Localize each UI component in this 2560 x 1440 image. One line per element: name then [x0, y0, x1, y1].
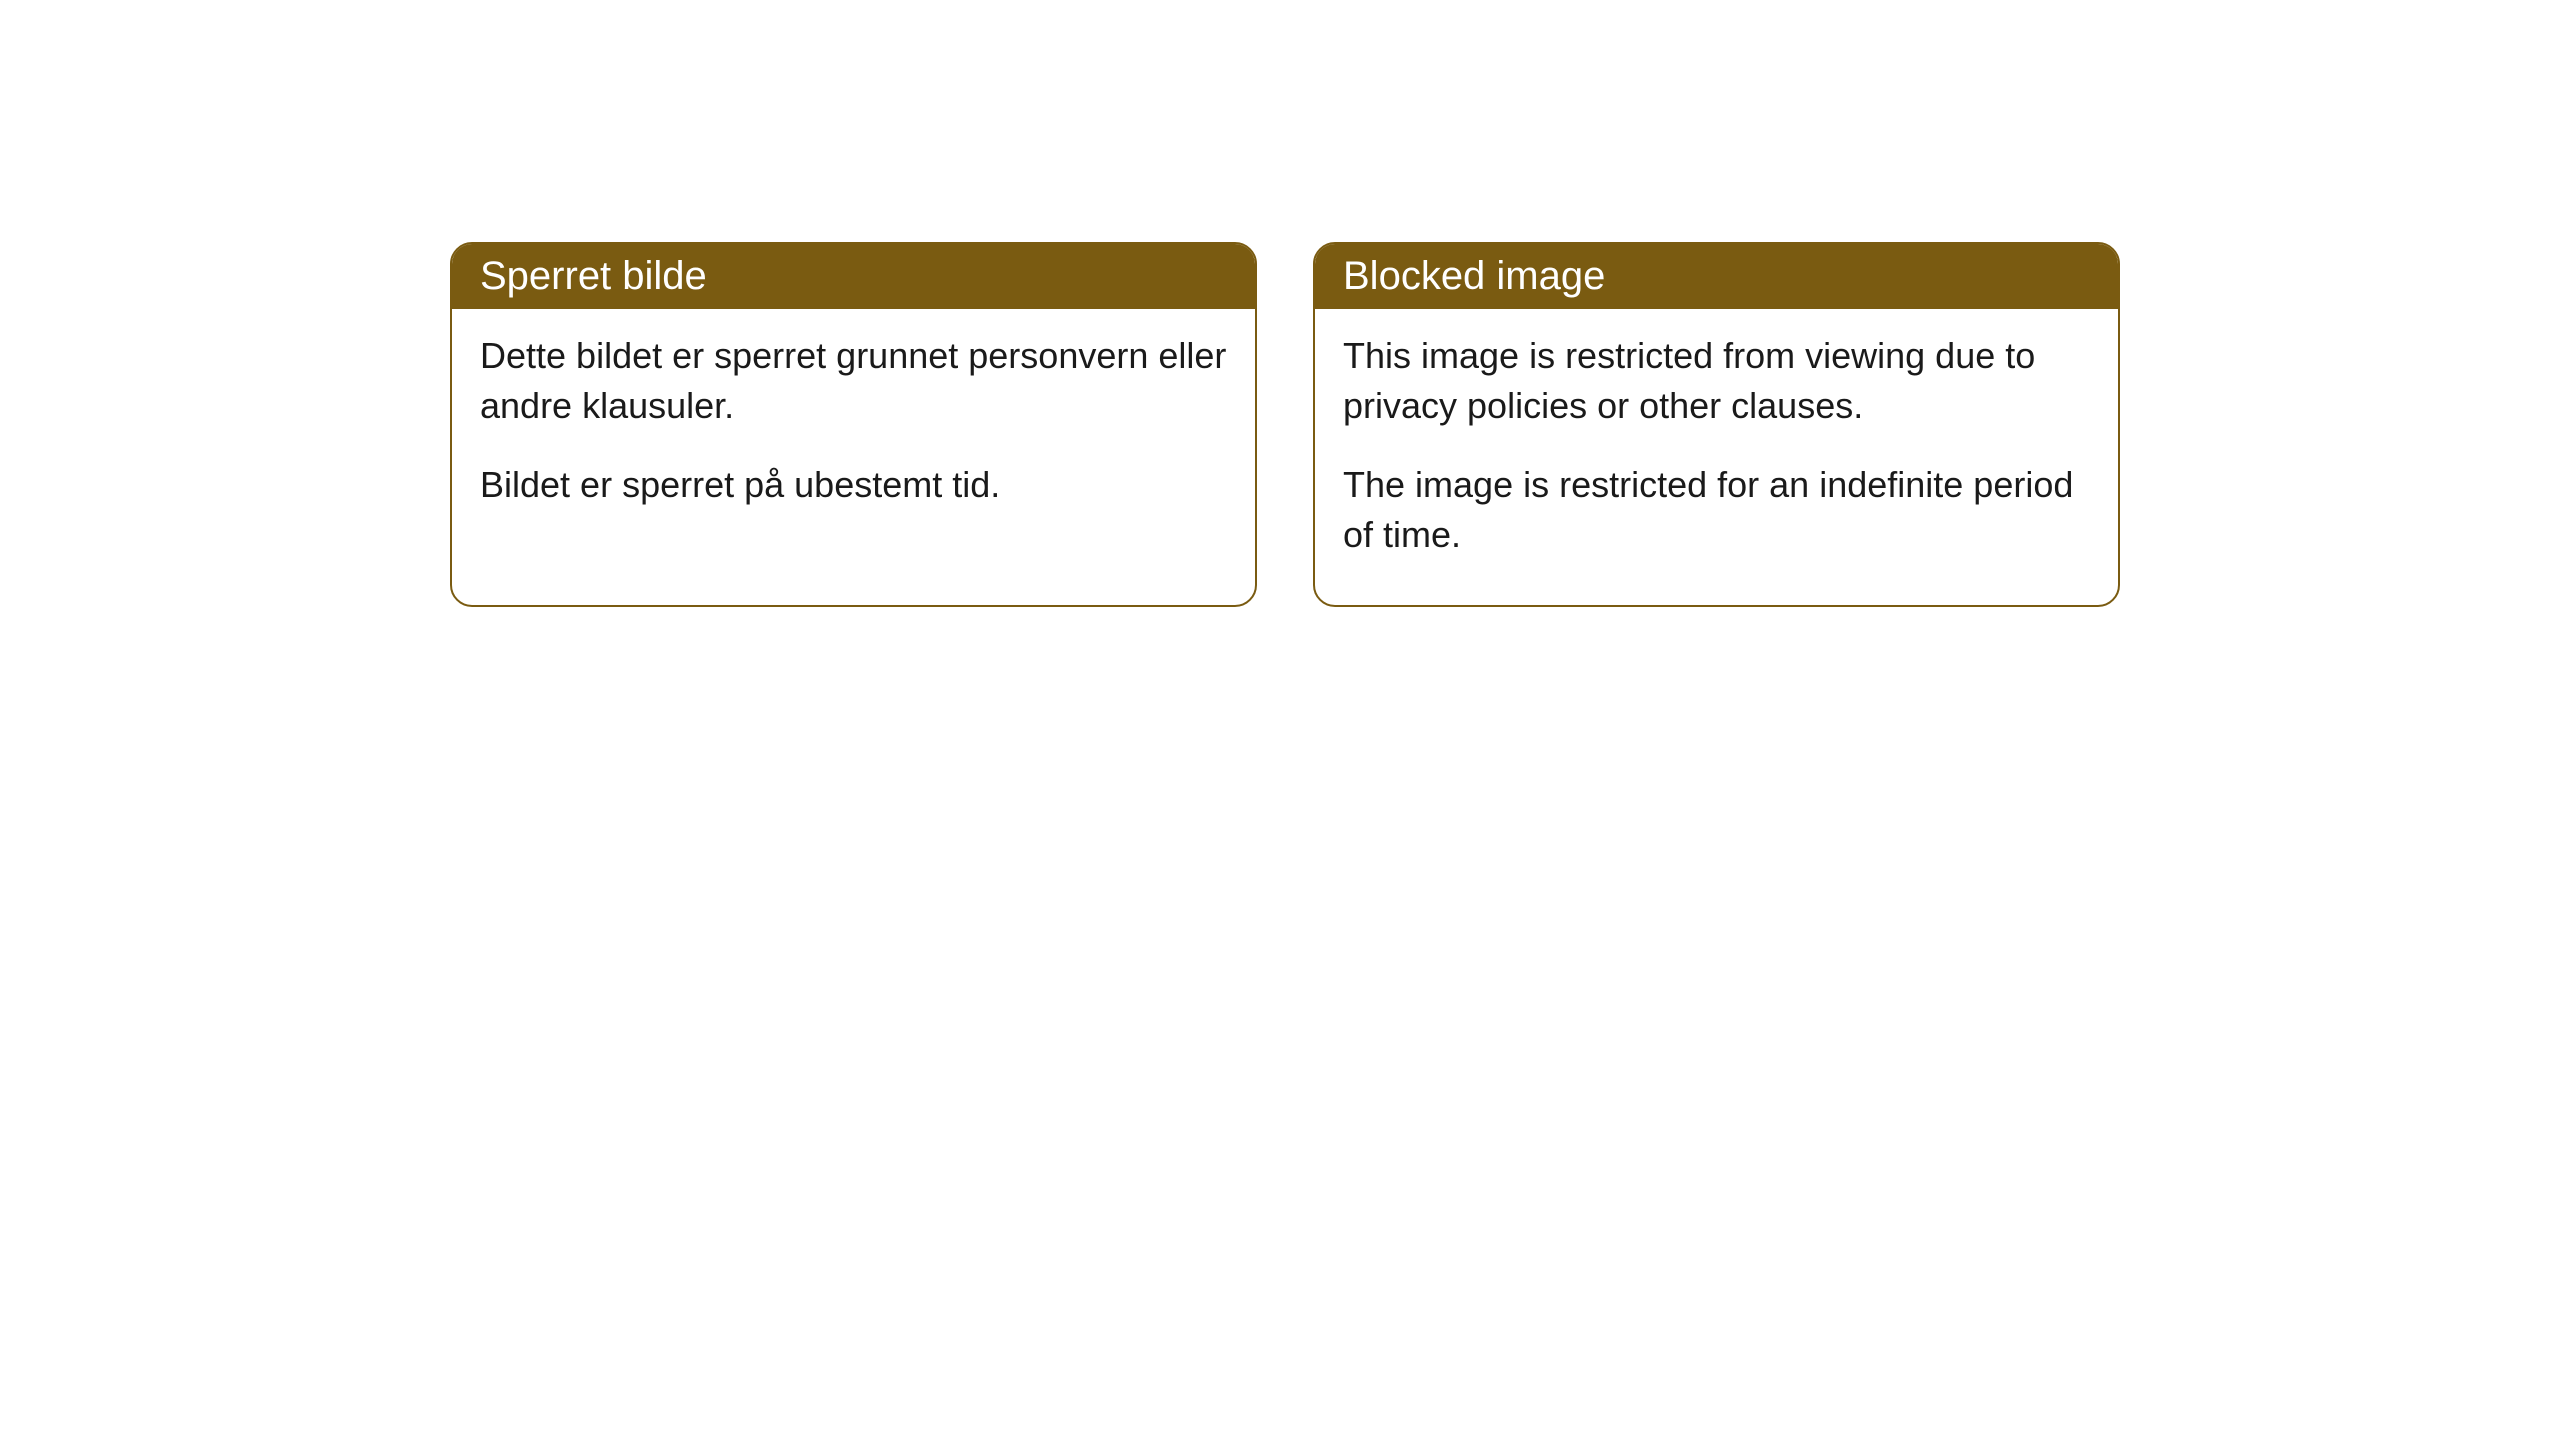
card-title: Blocked image — [1315, 244, 2118, 309]
card-title: Sperret bilde — [452, 244, 1255, 309]
card-paragraph: The image is restricted for an indefinit… — [1343, 460, 2090, 561]
card-body: This image is restricted from viewing du… — [1315, 309, 2118, 605]
card-paragraph: Bildet er sperret på ubestemt tid. — [480, 460, 1227, 510]
blocked-image-card-english: Blocked image This image is restricted f… — [1313, 242, 2120, 607]
card-paragraph: This image is restricted from viewing du… — [1343, 331, 2090, 432]
blocked-image-card-norwegian: Sperret bilde Dette bildet er sperret gr… — [450, 242, 1257, 607]
card-paragraph: Dette bildet er sperret grunnet personve… — [480, 331, 1227, 432]
card-body: Dette bildet er sperret grunnet personve… — [452, 309, 1255, 554]
notice-cards-container: Sperret bilde Dette bildet er sperret gr… — [450, 242, 2120, 607]
